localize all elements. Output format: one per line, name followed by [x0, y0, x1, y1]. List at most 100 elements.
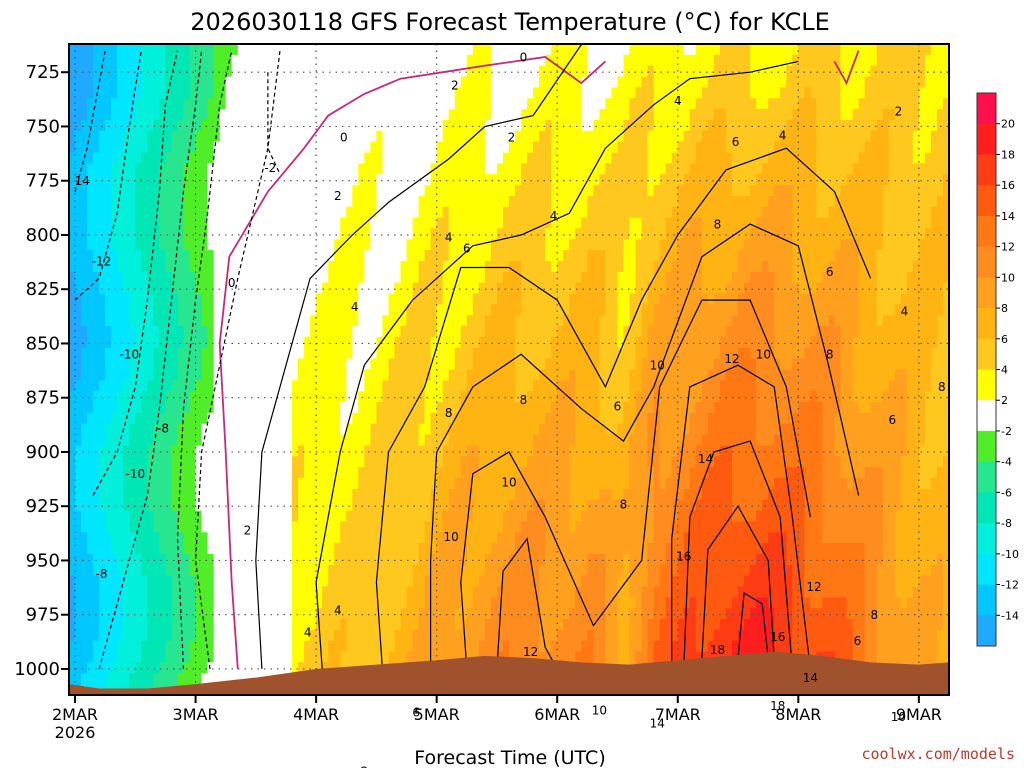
temperature-cell: [496, 347, 504, 360]
temperature-cell: [237, 402, 245, 414]
temperature-cell: [135, 640, 142, 653]
temperature-cell: [243, 130, 251, 143]
temperature-cell: [316, 206, 323, 219]
temperature-cell: [545, 467, 552, 479]
temperature-cell: [201, 402, 209, 414]
temperature-cell: [328, 336, 335, 349]
temperature-cell: [454, 206, 462, 219]
temperature-cell: [105, 456, 112, 468]
temperature-cell: [286, 336, 293, 349]
temperature-cell: [273, 423, 281, 436]
temperature-cell: [551, 619, 558, 631]
temperature-cell: [346, 239, 353, 251]
temperature-cell: [551, 358, 558, 371]
temperature-cell: [183, 564, 191, 577]
temperature-cell: [382, 423, 389, 436]
temperature-cell: [153, 608, 160, 620]
temperature-cell: [219, 195, 227, 208]
temperature-cell: [117, 109, 124, 121]
temperature-cell: [93, 510, 100, 522]
temperature-cell: [352, 315, 359, 327]
temperature-cell: [213, 271, 221, 284]
temperature-cell: [509, 261, 516, 273]
temperature-cell: [135, 239, 142, 251]
temperature-cell: [99, 380, 106, 392]
temperature-cell: [292, 293, 299, 306]
temperature-cell: [316, 76, 323, 88]
temperature-cell: [171, 185, 179, 197]
temperature-cell: [195, 369, 203, 381]
temperature-cell: [93, 44, 100, 56]
temperature-cell: [159, 109, 166, 121]
temperature-cell: [201, 347, 209, 360]
temperature-cell: [418, 87, 426, 99]
temperature-cell: [298, 391, 305, 403]
temperature-cell: [304, 532, 311, 544]
temperature-cell: [255, 597, 263, 609]
temperature-cell: [394, 629, 402, 642]
temperature-cell: [183, 608, 191, 620]
temperature-cell: [69, 282, 76, 295]
temperature-cell: [430, 412, 438, 425]
temperature-cell: [255, 87, 263, 99]
temperature-cell: [484, 174, 492, 186]
temperature-cell: [87, 206, 94, 219]
temperature-cell: [496, 271, 504, 284]
temperature-cell: [412, 499, 420, 512]
temperature-cell: [424, 282, 432, 295]
temperature-cell: [406, 206, 414, 219]
temperature-cell: [370, 499, 377, 512]
temperature-cell: [286, 87, 293, 99]
temperature-cell: [201, 499, 209, 512]
temperature-cell: [286, 488, 293, 501]
temperature-cell: [424, 228, 432, 240]
temperature-cell: [177, 326, 185, 338]
temperature-cell: [298, 532, 305, 544]
temperature-cell: [316, 456, 323, 468]
temperature-cell: [111, 141, 118, 154]
temperature-cell: [195, 304, 203, 316]
temperature-cell: [201, 586, 209, 598]
temperature-cell: [219, 141, 227, 154]
temperature-cell: [334, 391, 341, 403]
temperature-cell: [310, 152, 317, 164]
temperature-cell: [177, 521, 185, 533]
temperature-cell: [442, 217, 450, 229]
temperature-cell: [267, 369, 275, 381]
temperature-cell: [292, 358, 299, 371]
temperature-cell: [370, 336, 377, 349]
temperature-cell: [159, 347, 166, 360]
temperature-cell: [117, 76, 124, 88]
temperature-cell: [569, 195, 576, 208]
temperature-cell: [460, 282, 468, 295]
temperature-cell: [352, 239, 359, 251]
temperature-cell: [545, 152, 552, 164]
temperature-cell: [298, 619, 305, 631]
temperature-cell: [503, 98, 510, 110]
temperature-cell: [93, 271, 100, 284]
temperature-cell: [388, 434, 396, 447]
temperature-cell: [406, 174, 414, 186]
temperature-cell: [454, 358, 462, 371]
temperature-cell: [490, 76, 498, 88]
temperature-cell: [527, 532, 534, 544]
temperature-cell: [539, 109, 546, 121]
temperature-cell: [521, 315, 528, 327]
temperature-cell: [255, 174, 263, 186]
temperature-cell: [424, 206, 432, 219]
temperature-cell: [370, 195, 377, 208]
temperature-cell: [292, 130, 299, 143]
temperature-cell: [527, 564, 534, 577]
temperature-cell: [346, 532, 353, 544]
temperature-cell: [81, 434, 88, 447]
temperature-cell: [424, 402, 432, 414]
temperature-cell: [99, 206, 106, 219]
temperature-cell: [292, 185, 299, 197]
temperature-cell: [328, 141, 335, 154]
temperature-cell: [147, 597, 154, 609]
temperature-cell: [418, 402, 426, 414]
temperature-cell: [81, 380, 88, 392]
temperature-cell: [460, 467, 468, 479]
temperature-cell: [219, 130, 227, 143]
temperature-cell: [165, 271, 172, 284]
